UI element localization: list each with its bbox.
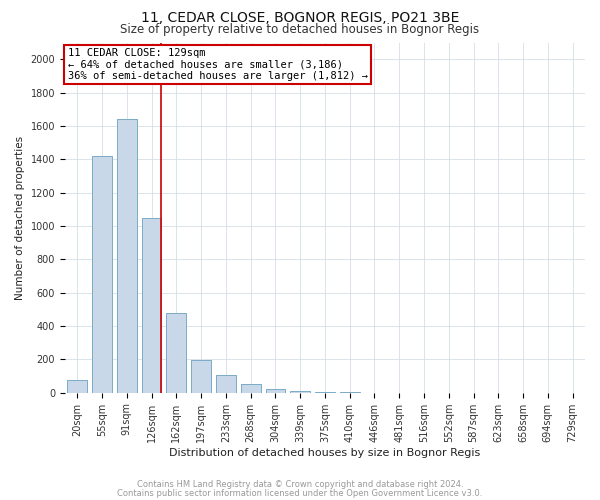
Bar	[266, 390, 286, 392]
Bar	[67, 380, 87, 392]
Text: 11 CEDAR CLOSE: 129sqm
← 64% of detached houses are smaller (3,186)
36% of semi-: 11 CEDAR CLOSE: 129sqm ← 64% of detached…	[68, 48, 368, 81]
Bar	[142, 218, 161, 392]
Bar	[191, 360, 211, 392]
Y-axis label: Number of detached properties: Number of detached properties	[15, 136, 25, 300]
X-axis label: Distribution of detached houses by size in Bognor Regis: Distribution of detached houses by size …	[169, 448, 481, 458]
Text: 11, CEDAR CLOSE, BOGNOR REGIS, PO21 3BE: 11, CEDAR CLOSE, BOGNOR REGIS, PO21 3BE	[141, 11, 459, 25]
Text: Size of property relative to detached houses in Bognor Regis: Size of property relative to detached ho…	[121, 22, 479, 36]
Bar	[117, 119, 137, 392]
Text: Contains HM Land Registry data © Crown copyright and database right 2024.: Contains HM Land Registry data © Crown c…	[137, 480, 463, 489]
Text: Contains public sector information licensed under the Open Government Licence v3: Contains public sector information licen…	[118, 488, 482, 498]
Bar	[166, 312, 186, 392]
Bar	[92, 156, 112, 392]
Bar	[241, 384, 260, 392]
Bar	[216, 375, 236, 392]
